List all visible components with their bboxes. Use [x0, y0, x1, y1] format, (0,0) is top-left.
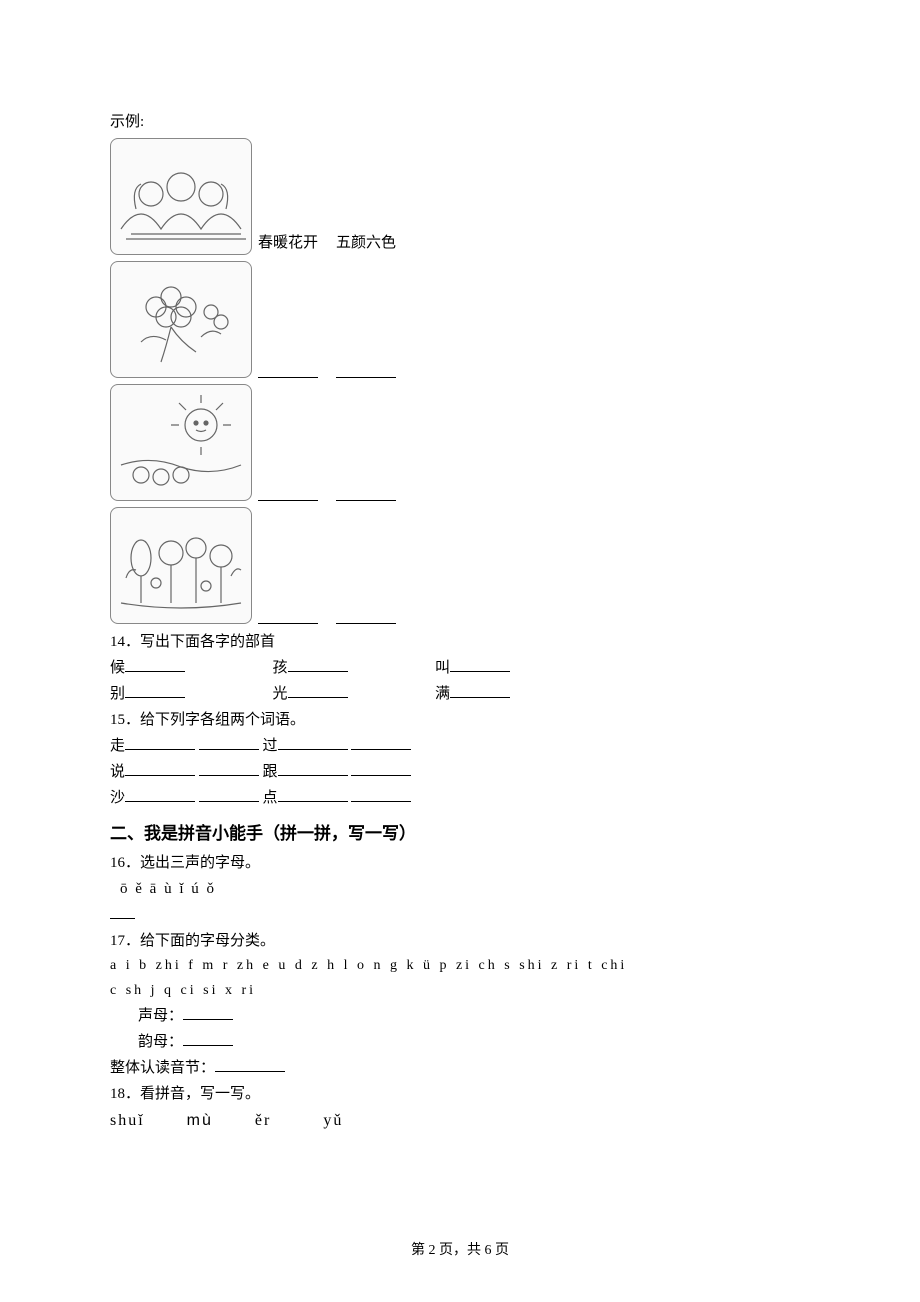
q17-cat3-label: 整体认读音节： — [110, 1060, 215, 1076]
blank-input[interactable] — [215, 1057, 285, 1072]
q17-cat3: 整体认读音节： — [110, 1056, 810, 1080]
illustration-flowers-2 — [110, 261, 252, 378]
blank-input[interactable] — [450, 683, 510, 698]
q14-char: 候 — [110, 660, 125, 676]
example-row-3 — [110, 384, 810, 501]
blank-input[interactable] — [258, 486, 318, 501]
caption-text-2: 五颜六色 — [336, 231, 396, 255]
example-label: 示例: — [110, 110, 810, 134]
blank-caption-3 — [258, 486, 396, 501]
q18-title: 18．看拼音，写一写。 — [110, 1082, 810, 1106]
illustration-sun-animals — [110, 384, 252, 501]
q14-text: 写出下面各字的部首 — [140, 634, 275, 650]
blank-input[interactable] — [288, 683, 348, 698]
blank-input[interactable] — [199, 735, 259, 750]
blank-input[interactable] — [199, 761, 259, 776]
pinyin-item: ěr — [255, 1112, 271, 1129]
blank-input[interactable] — [125, 735, 195, 750]
q17-cat1: 声母： — [110, 1004, 810, 1028]
example-row-1: 春暖花开 五颜六色 — [110, 138, 810, 255]
q17-cat2-label: 韵母： — [138, 1034, 183, 1050]
q14-char: 叫 — [435, 660, 450, 676]
blank-input[interactable] — [288, 657, 348, 672]
q14-char: 孩 — [273, 660, 288, 676]
q18-text: 看拼音，写一写。 — [140, 1086, 260, 1102]
blank-input[interactable] — [278, 735, 348, 750]
blank-input[interactable] — [336, 486, 396, 501]
q15-row3: 沙 点 — [110, 786, 810, 810]
q14-title: 14．写出下面各字的部首 — [110, 630, 810, 654]
pinyin-item: mù — [187, 1112, 213, 1129]
pinyin-item: yǔ — [323, 1112, 343, 1129]
blank-caption-2 — [258, 363, 396, 378]
blank-input[interactable] — [258, 609, 318, 624]
illustration-flowers-1 — [110, 138, 252, 255]
example-row-2 — [110, 261, 810, 378]
q17-title: 17．给下面的字母分类。 — [110, 929, 810, 953]
q16-answer-blank — [110, 903, 810, 927]
blank-input[interactable] — [278, 787, 348, 802]
q14-row2: 别 光 满 — [110, 682, 810, 706]
blank-input[interactable] — [110, 904, 135, 919]
q17-cat1-label: 声母： — [138, 1008, 183, 1024]
q16-text: 选出三声的字母。 — [140, 855, 260, 871]
q16-letter-list: ō ě ā ù ǐ ú ǒ — [120, 881, 216, 897]
q15-char: 跟 — [263, 764, 278, 780]
q15-char: 说 — [110, 764, 125, 780]
blank-input[interactable] — [125, 657, 185, 672]
q17-text: 给下面的字母分类。 — [140, 933, 275, 949]
blank-input[interactable] — [351, 735, 411, 750]
blank-input[interactable] — [183, 1005, 233, 1020]
blank-input[interactable] — [278, 761, 348, 776]
q16-letters: ō ě ā ù ǐ ú ǒ — [110, 877, 810, 901]
example-caption: 春暖花开 五颜六色 — [258, 231, 396, 255]
blank-input[interactable] — [125, 787, 195, 802]
q14-char: 光 — [273, 686, 288, 702]
q14-row1: 候 孩 叫 — [110, 656, 810, 680]
section-2-heading: 二、我是拼音小能手（拼一拼，写一写） — [110, 820, 810, 847]
q15-num: 15． — [110, 712, 140, 728]
q15-char: 点 — [263, 790, 278, 806]
blank-input[interactable] — [258, 363, 318, 378]
blank-input[interactable] — [125, 761, 195, 776]
q15-char: 走 — [110, 738, 125, 754]
caption-text-1: 春暖花开 — [258, 231, 318, 255]
q15-text: 给下列字各组两个词语。 — [140, 712, 305, 728]
q17-num: 17． — [110, 933, 140, 949]
q17-letters-1: a i b zhi f m r zh e u d z h l o n g k ü… — [110, 955, 810, 977]
blank-input[interactable] — [183, 1031, 233, 1046]
q17-letters-2: c sh j q ci si x ri — [110, 980, 810, 1002]
blank-input[interactable] — [351, 761, 411, 776]
q15-title: 15．给下列字各组两个词语。 — [110, 708, 810, 732]
pinyin-item: shuǐ — [110, 1112, 145, 1129]
q15-char: 过 — [263, 738, 278, 754]
blank-caption-4 — [258, 609, 396, 624]
blank-input[interactable] — [199, 787, 259, 802]
q15-row1: 走 过 — [110, 734, 810, 758]
q14-num: 14． — [110, 634, 140, 650]
q18-num: 18． — [110, 1086, 140, 1102]
q16-title: 16．选出三声的字母。 — [110, 851, 810, 875]
illustration-garden — [110, 507, 252, 624]
blank-input[interactable] — [336, 609, 396, 624]
page-footer: 第 2 页，共 6 页 — [0, 1240, 920, 1262]
q17-cat2: 韵母： — [110, 1030, 810, 1054]
q14-char: 满 — [435, 686, 450, 702]
blank-input[interactable] — [125, 683, 185, 698]
blank-input[interactable] — [351, 787, 411, 802]
example-row-4 — [110, 507, 810, 624]
q14-char: 别 — [110, 686, 125, 702]
q18-pinyins: shuǐ mù ěr yǔ — [110, 1108, 810, 1134]
blank-input[interactable] — [450, 657, 510, 672]
q15-char: 沙 — [110, 790, 125, 806]
q16-num: 16． — [110, 855, 140, 871]
q15-row2: 说 跟 — [110, 760, 810, 784]
blank-input[interactable] — [336, 363, 396, 378]
page: 示例: 春暖花开 五颜六色 — [0, 0, 920, 1302]
